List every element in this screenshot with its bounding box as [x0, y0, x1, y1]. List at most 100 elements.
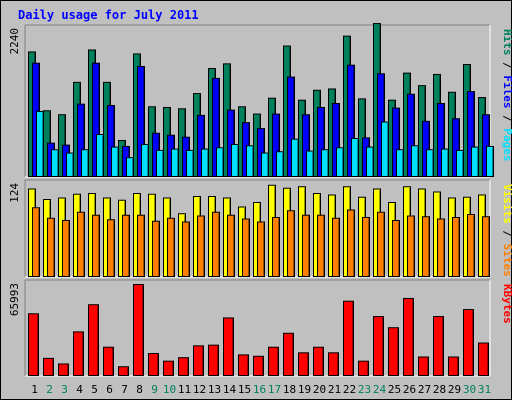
legend: Visits / Sites [501, 184, 512, 277]
bar-kbytes-24 [373, 316, 384, 377]
bar-kbytes-17 [268, 346, 279, 377]
legend-separator: / [501, 109, 512, 129]
bar-kbytes-13 [208, 344, 219, 376]
bar-pages-24 [381, 121, 389, 177]
bar-kbytes-6 [103, 346, 114, 377]
x-tick-label: 19 [298, 383, 311, 396]
bar-kbytes-5 [88, 304, 99, 376]
legend-item-sites: Sites [501, 244, 512, 277]
bar-kbytes-4 [73, 331, 84, 377]
x-tick-label: 4 [76, 383, 83, 396]
bar-pages-23 [366, 146, 374, 178]
legend-separator: / [501, 56, 512, 76]
bar-kbytes-19 [298, 352, 309, 376]
bar-sites-17 [272, 217, 280, 277]
bar-kbytes-8 [133, 283, 144, 376]
bar-sites-5 [92, 214, 100, 277]
panel-3: 65993 KBytes [8, 279, 512, 377]
bar-kbytes-21 [328, 352, 339, 376]
bar-pages-30 [471, 146, 479, 178]
bar-pages-2 [51, 149, 59, 177]
bar-sites-23 [362, 217, 370, 277]
bar-pages-28 [441, 148, 449, 177]
x-tick-label: 6 [106, 383, 113, 396]
bar-pages-6 [111, 146, 119, 178]
bar-pages-29 [456, 149, 464, 178]
bar-kbytes-7 [118, 366, 129, 377]
x-tick-label: 9 [151, 383, 158, 396]
bar-pages-26 [411, 145, 419, 178]
bar-pages-4 [81, 149, 89, 177]
bar-pages-14 [231, 143, 239, 177]
x-tick-label: 26 [403, 383, 416, 396]
bar-pages-16 [261, 152, 269, 178]
x-tick-label: 11 [178, 383, 191, 396]
bar-pages-27 [426, 149, 434, 177]
bar-sites-24 [377, 211, 385, 277]
x-axis-labels: 1 2 3 4 5 6 7 8 9 10 11 12 13 14 15 16 17 18 19 20 21 22 23 24 2… [31, 383, 491, 396]
bar-sites-27 [422, 216, 430, 277]
legend-item-pages: Pages [501, 128, 512, 161]
x-tick-label: 22 [343, 383, 356, 396]
bar-sites-14 [227, 214, 235, 277]
bar-pages-7 [126, 157, 134, 178]
x-tick-label: 21 [328, 383, 341, 396]
bar-kbytes-22 [343, 300, 354, 377]
bar-kbytes-10 [163, 360, 174, 376]
y-max-label: 2240 [8, 28, 21, 55]
bar-sites-25 [392, 220, 400, 277]
bar-kbytes-18 [283, 332, 294, 376]
chart-title: Daily usage for July 2011 [18, 8, 199, 22]
legend: Hits / Files / Pages [501, 29, 512, 162]
legend-item-hits: Hits [501, 29, 512, 56]
bar-pages-19 [306, 150, 314, 177]
x-tick-label: 31 [478, 383, 491, 396]
bar-kbytes-27 [418, 356, 429, 377]
bar-kbytes-30 [463, 309, 474, 376]
bar-kbytes-26 [403, 297, 414, 377]
x-tick-label: 10 [163, 383, 176, 396]
bar-kbytes-2 [43, 357, 54, 376]
bar-sites-1 [32, 207, 40, 277]
bar-pages-22 [351, 138, 359, 177]
x-tick-label: 13 [208, 383, 221, 396]
bar-kbytes-15 [238, 354, 249, 377]
bar-sites-10 [167, 217, 175, 277]
chart-panels: 2240 Hits / Files / Pages 124 Visits / Site… [8, 23, 512, 377]
x-tick-label: 18 [283, 383, 296, 396]
legend: KBytes [501, 284, 512, 324]
bar-pages-20 [321, 149, 329, 177]
x-tick-label: 24 [373, 383, 387, 396]
bar-kbytes-12 [193, 345, 204, 376]
x-tick-label: 3 [61, 383, 68, 396]
bar-sites-31 [482, 216, 490, 277]
x-tick-label: 25 [388, 383, 401, 396]
bar-sites-29 [452, 217, 460, 277]
x-tick-label: 29 [448, 383, 461, 396]
bar-sites-7 [122, 214, 130, 277]
bar-sites-15 [242, 218, 250, 277]
x-tick-label: 5 [91, 383, 98, 396]
bar-sites-26 [407, 215, 415, 277]
bar-sites-18 [287, 210, 295, 277]
bar-sites-20 [317, 214, 325, 277]
bar-pages-25 [396, 149, 404, 177]
bar-kbytes-14 [223, 317, 234, 376]
bar-kbytes-29 [448, 356, 459, 377]
panel-1: 2240 Hits / Files / Pages [8, 23, 512, 178]
bar-sites-11 [182, 221, 190, 277]
bar-sites-9 [152, 220, 160, 277]
bar-sites-6 [107, 219, 115, 277]
y-max-label: 65993 [8, 283, 21, 316]
bar-pages-5 [96, 134, 104, 178]
x-tick-label: 2 [46, 383, 53, 396]
x-tick-label: 16 [253, 383, 266, 396]
x-tick-label: 23 [358, 383, 371, 396]
legend-item-kbytes: KBytes [501, 284, 512, 324]
bar-sites-12 [197, 215, 205, 277]
bar-kbytes-11 [178, 357, 189, 376]
bar-kbytes-1 [28, 313, 39, 377]
bar-pages-9 [156, 149, 164, 178]
bar-sites-21 [332, 217, 340, 277]
bar-sites-19 [302, 214, 310, 277]
